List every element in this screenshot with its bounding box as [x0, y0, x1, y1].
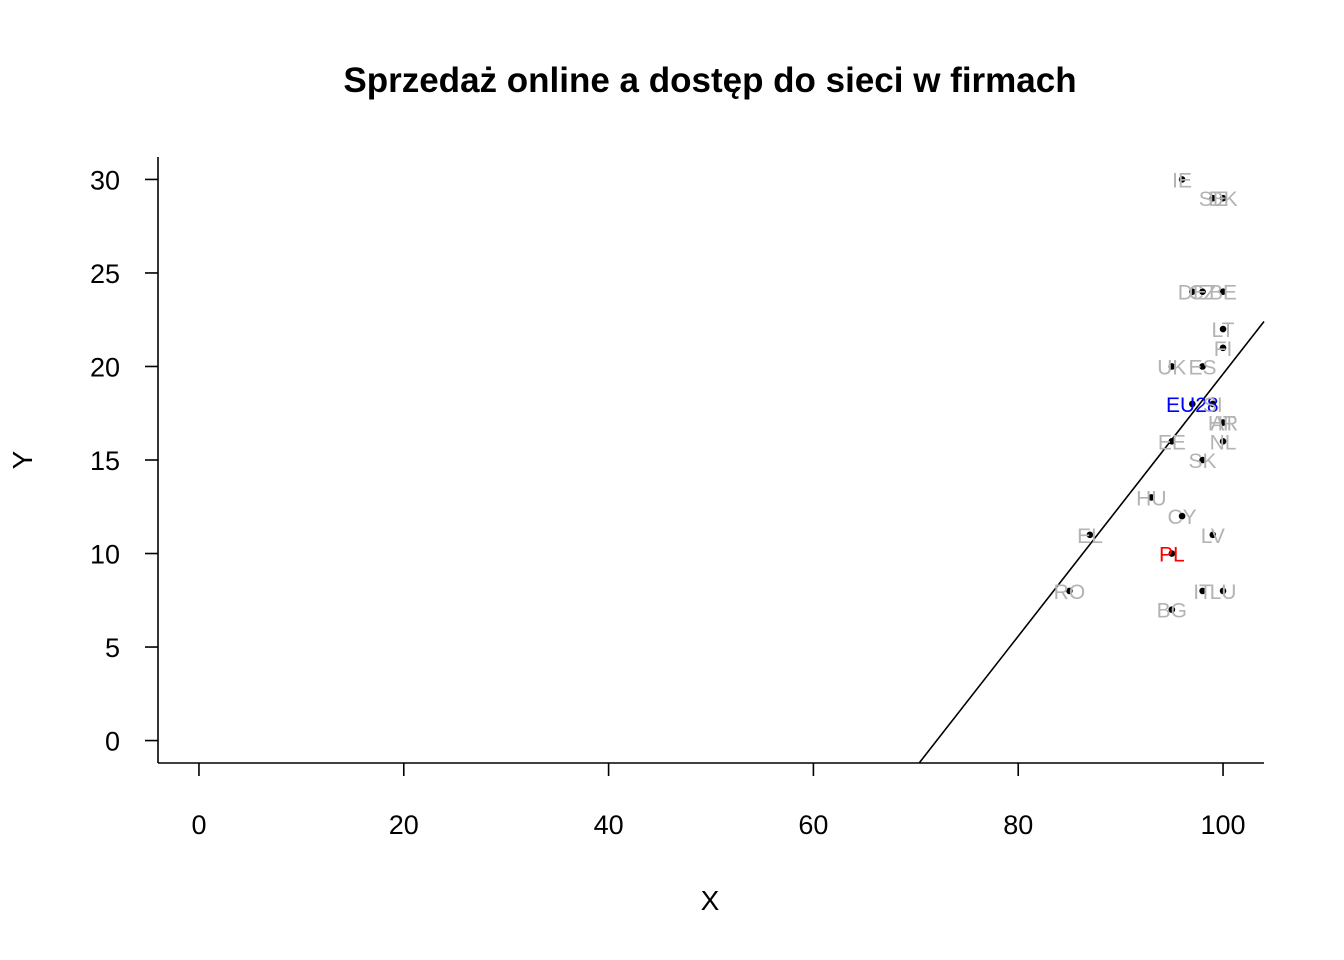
- point-label: SE: [1199, 188, 1227, 211]
- x-ticks: 0 20 40 60 80 100: [191, 763, 1246, 840]
- point-label: LV: [1201, 525, 1225, 548]
- regression-line: [918, 321, 1265, 764]
- data-point: [1066, 587, 1073, 595]
- point-label: DK: [1208, 188, 1237, 211]
- data-point: [1086, 531, 1094, 539]
- x-tick-label: 20: [389, 810, 419, 840]
- point-label: IE: [1172, 169, 1192, 192]
- point-label: FI: [1214, 338, 1233, 361]
- point-label: EU28: [1166, 394, 1219, 417]
- y-axis-title: Y: [7, 450, 38, 469]
- point-label: LU: [1210, 581, 1237, 604]
- data-points: [1066, 176, 1227, 613]
- y-tick-label: 30: [90, 165, 120, 195]
- y-tick-label: 10: [90, 540, 120, 570]
- data-point: [1219, 194, 1227, 202]
- x-tick-label: 0: [191, 810, 206, 840]
- y-ticks: 0 5 10 15 20 25 30: [90, 165, 158, 757]
- data-point: [1178, 176, 1186, 183]
- data-point: [1219, 437, 1227, 445]
- point-label: AT: [1210, 413, 1235, 436]
- point-label: BG: [1157, 600, 1187, 623]
- point-label: SK: [1189, 450, 1217, 473]
- x-tick-label: 60: [798, 810, 828, 840]
- point-label: PL: [1159, 544, 1185, 567]
- point-label: DE: [1178, 282, 1207, 305]
- data-point: [1219, 419, 1227, 426]
- data-point: [1209, 400, 1217, 408]
- data-point: [1168, 606, 1176, 613]
- point-label: RO: [1054, 581, 1086, 604]
- data-point: [1199, 587, 1206, 595]
- data-point: [1209, 194, 1217, 202]
- data-point: [1168, 437, 1176, 445]
- data-point: [1189, 288, 1196, 295]
- chart-title: Sprzedaż online a dostęp do sieci w firm…: [343, 61, 1076, 100]
- data-point: [1219, 344, 1227, 352]
- data-point: [1189, 400, 1196, 408]
- point-label: EE: [1158, 431, 1186, 454]
- point-label: CZ: [1189, 282, 1217, 305]
- x-tick-label: 40: [594, 810, 624, 840]
- x-tick-label: 100: [1201, 810, 1246, 840]
- x-tick-label: 80: [1003, 810, 1033, 840]
- data-point: [1168, 363, 1176, 370]
- y-tick-label: 25: [90, 259, 120, 289]
- point-label: HU: [1136, 487, 1166, 510]
- point-label: LT: [1212, 319, 1235, 342]
- y-tick-label: 20: [90, 352, 120, 382]
- y-tick-label: 15: [90, 446, 120, 476]
- data-point: [1148, 494, 1155, 501]
- point-label: CY: [1167, 506, 1196, 529]
- point-label: HR: [1208, 413, 1238, 436]
- point-label: IT: [1193, 581, 1212, 604]
- data-point: [1199, 456, 1206, 464]
- point-label: SI: [1203, 394, 1223, 417]
- data-point: [1199, 288, 1206, 295]
- data-point: [1219, 587, 1227, 595]
- point-label: NL: [1210, 431, 1237, 454]
- data-point: [1219, 325, 1227, 333]
- data-point: [1178, 512, 1186, 520]
- point-label: UK: [1157, 356, 1186, 379]
- data-point: [1168, 550, 1176, 557]
- y-tick-label: 5: [105, 633, 120, 663]
- point-label: BE: [1209, 282, 1237, 305]
- point-label: ES: [1189, 356, 1217, 379]
- data-point: [1219, 288, 1227, 295]
- point-label: EL: [1077, 525, 1103, 548]
- data-point: [1209, 531, 1217, 539]
- regression-line-group: [918, 321, 1265, 764]
- data-point: [1199, 363, 1206, 370]
- axes: [157, 157, 1264, 764]
- y-tick-label: 0: [105, 727, 120, 757]
- x-axis-title: X: [701, 885, 720, 916]
